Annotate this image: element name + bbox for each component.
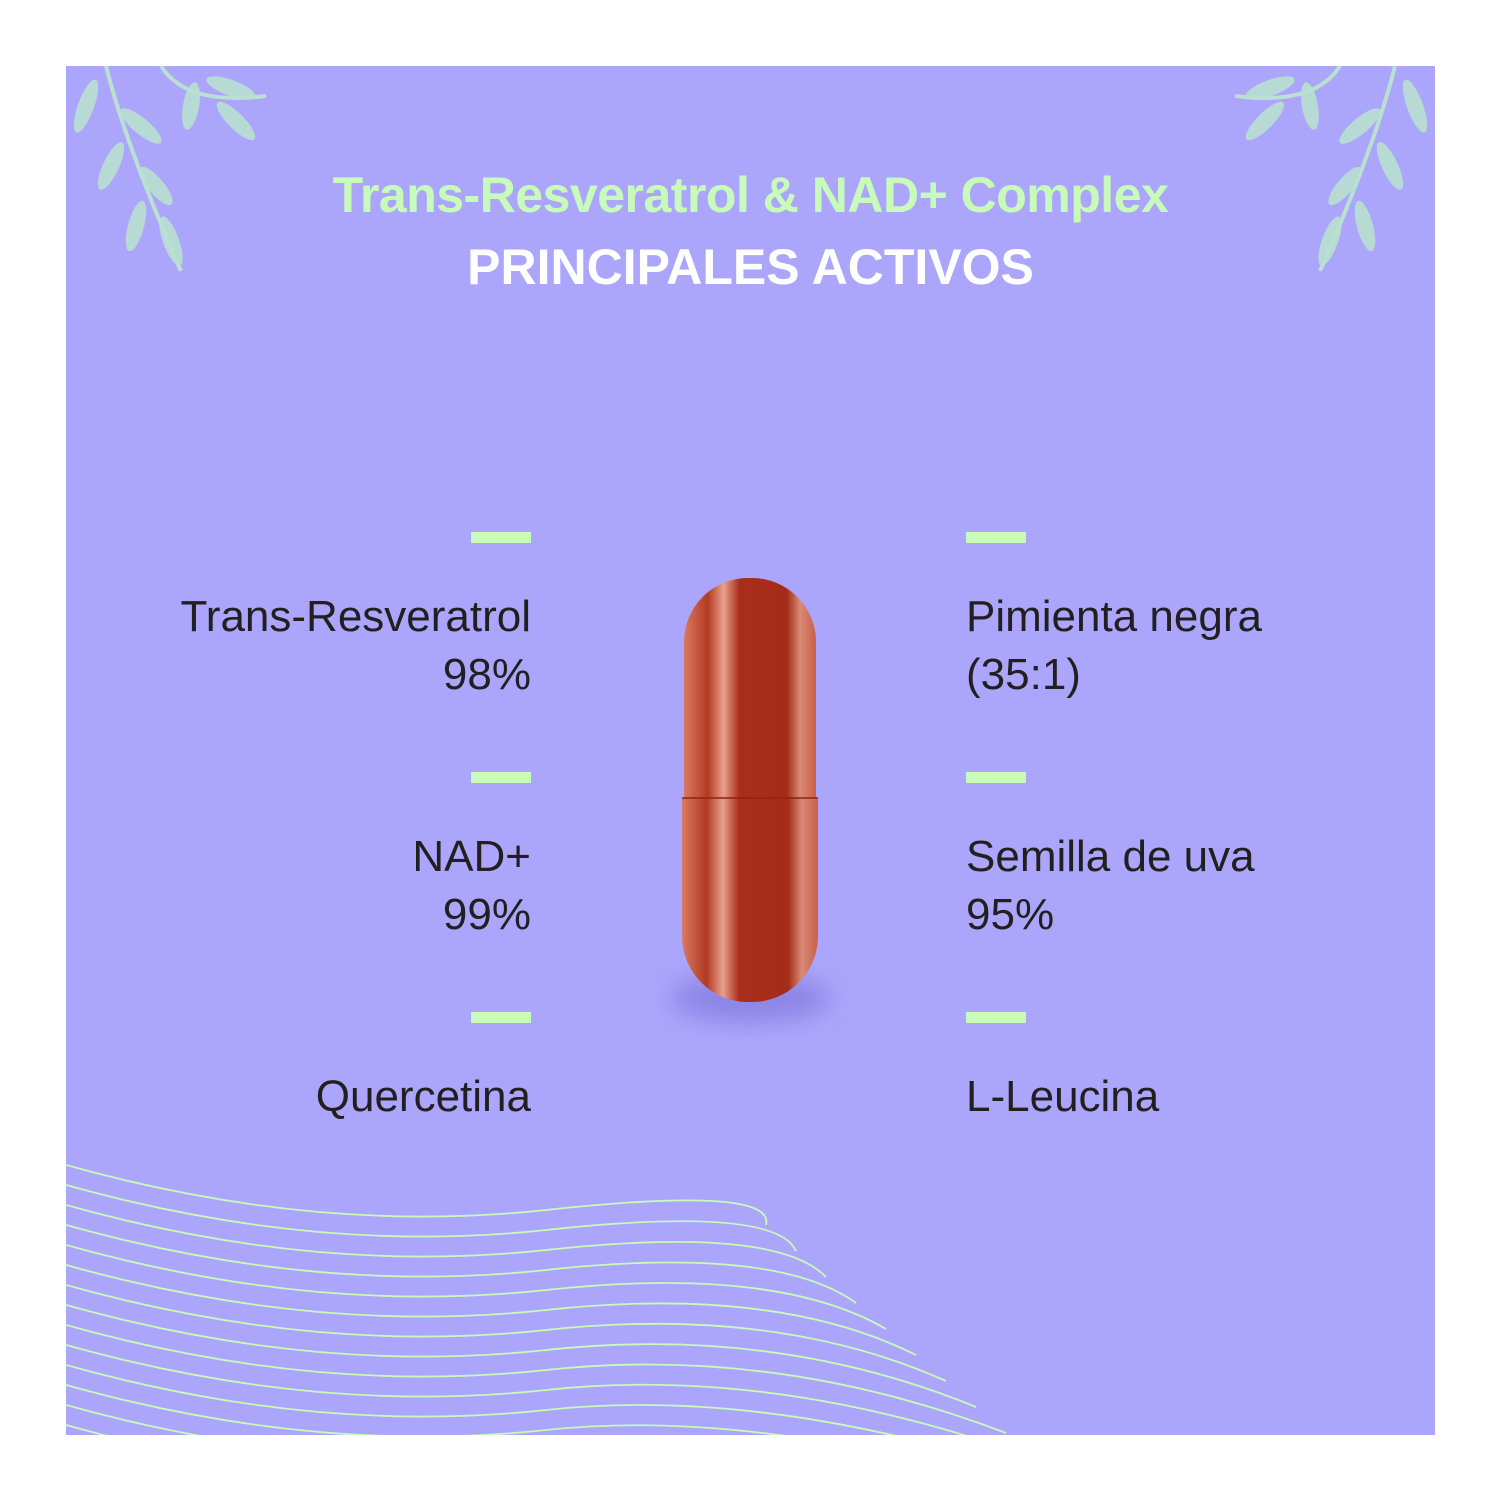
ingredient-name: Trans-Resveratrol	[180, 592, 531, 641]
wave-line	[66, 1164, 768, 1226]
ingredient-name: Quercetina	[315, 1072, 531, 1121]
ingredient-name: L-Leucina	[966, 1072, 1160, 1121]
wave-line	[66, 1384, 786, 1435]
wave-line	[66, 1284, 947, 1382]
wave-line	[66, 1324, 1007, 1434]
product-title: Trans-Resveratrol & NAD+ Complex	[332, 167, 1169, 223]
ingredient-item: Pimienta negra (35:1)	[966, 532, 1426, 704]
ingredient-name: Semilla de uva	[966, 832, 1255, 881]
ingredient-detail: 98%	[442, 650, 531, 699]
dash-marker	[966, 532, 1026, 543]
capsule-icon	[670, 578, 830, 1023]
ingredient-item: Trans-Resveratrol 98%	[71, 532, 531, 704]
dash-marker	[966, 1012, 1026, 1023]
dash-marker	[471, 1012, 531, 1023]
ingredient-detail: 99%	[442, 890, 531, 939]
ingredient-item: Quercetina	[71, 1012, 531, 1126]
wave-line	[66, 1264, 917, 1356]
wave-line	[66, 1224, 857, 1304]
ingredient-item: L-Leucina	[966, 1012, 1426, 1126]
ingredient-item: Semilla de uva 95%	[966, 772, 1426, 944]
ingredient-detail: 95%	[966, 890, 1055, 939]
dash-marker	[966, 772, 1026, 783]
ingredient-detail: (35:1)	[966, 650, 1081, 699]
ingredient-name: Pimienta negra	[966, 592, 1262, 641]
wave-line	[66, 1304, 977, 1408]
wave-line	[66, 1244, 887, 1330]
ingredient-name: NAD+	[412, 832, 531, 881]
wave-lines-icon	[66, 1164, 1007, 1435]
wave-line	[66, 1204, 827, 1278]
infographic-panel: Trans-Resveratrol & NAD+ Complex PRINCIP…	[66, 66, 1435, 1435]
wave-line	[66, 1344, 967, 1435]
section-subtitle: PRINCIPALES ACTIVOS	[467, 239, 1034, 295]
wave-line	[66, 1364, 896, 1435]
leaf-branch-left-icon	[73, 66, 267, 272]
wave-line	[66, 1184, 797, 1252]
leaf-branch-right-icon	[1234, 66, 1428, 272]
dash-marker	[471, 772, 531, 783]
dash-marker	[471, 532, 531, 543]
ingredient-item: NAD+ 99%	[71, 772, 531, 944]
